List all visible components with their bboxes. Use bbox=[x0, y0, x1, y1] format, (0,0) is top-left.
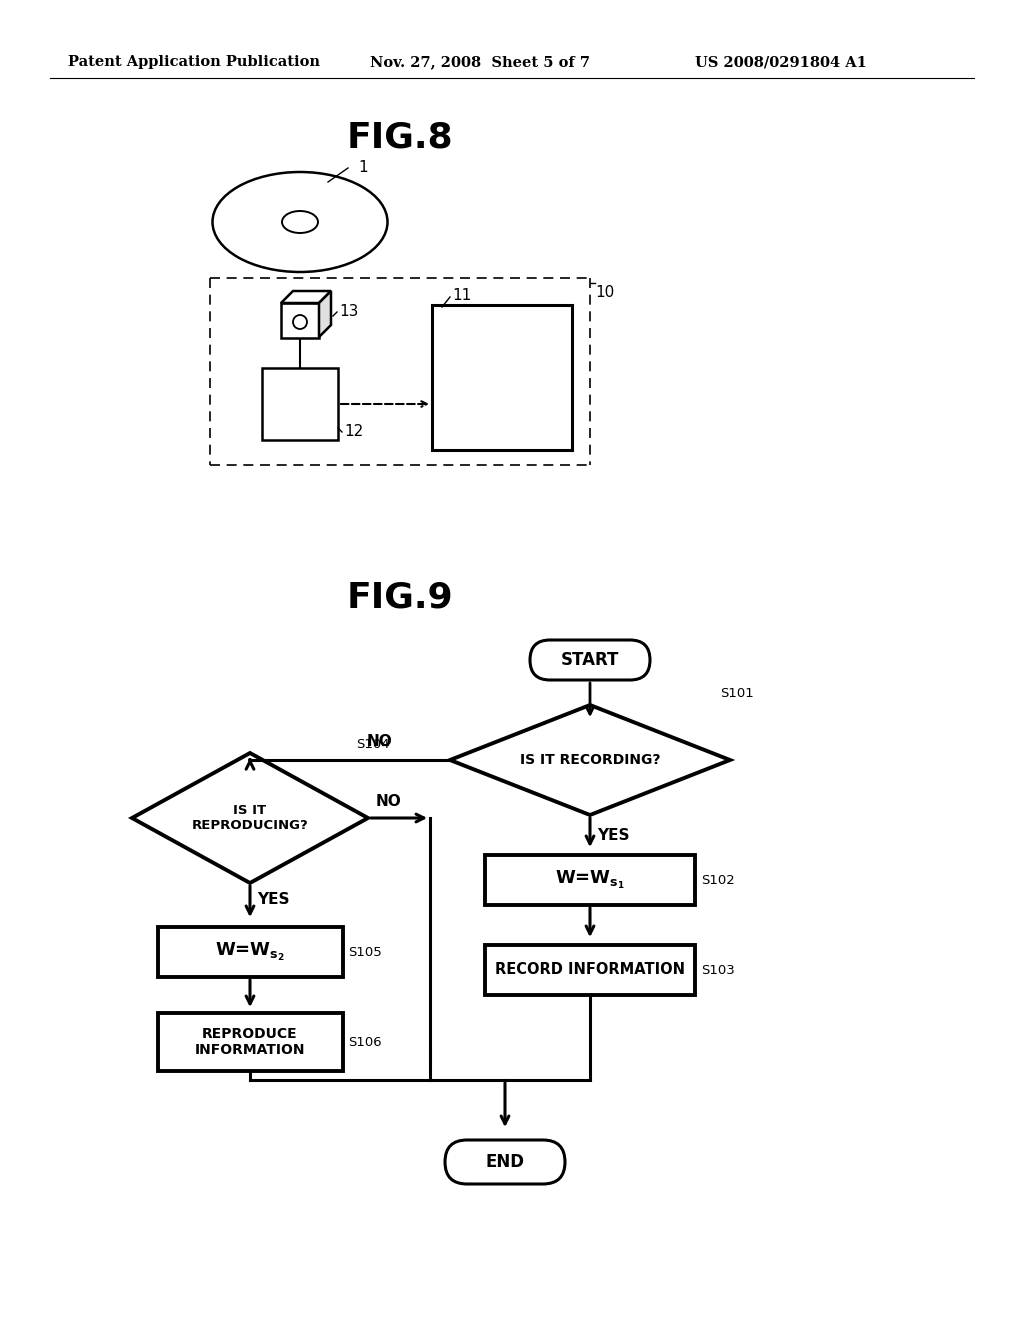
Bar bbox=[281, 304, 319, 338]
Text: S102: S102 bbox=[701, 874, 735, 887]
Text: Nov. 27, 2008  Sheet 5 of 7: Nov. 27, 2008 Sheet 5 of 7 bbox=[370, 55, 590, 69]
Bar bbox=[262, 368, 338, 440]
Text: YES: YES bbox=[257, 891, 290, 907]
Text: S101: S101 bbox=[720, 686, 754, 700]
Text: FIG.8: FIG.8 bbox=[347, 121, 454, 154]
Text: S105: S105 bbox=[348, 945, 382, 958]
Text: IS IT
REPRODUCING?: IS IT REPRODUCING? bbox=[191, 804, 308, 832]
Text: W=W$_{\mathbf{s_1}}$: W=W$_{\mathbf{s_1}}$ bbox=[555, 869, 625, 891]
Text: 13: 13 bbox=[339, 305, 358, 319]
Text: END: END bbox=[485, 1152, 524, 1171]
Text: US 2008/0291804 A1: US 2008/0291804 A1 bbox=[695, 55, 867, 69]
Text: YES: YES bbox=[597, 828, 630, 842]
Bar bbox=[432, 305, 572, 450]
Text: REPRODUCE
INFORMATION: REPRODUCE INFORMATION bbox=[195, 1027, 305, 1057]
Polygon shape bbox=[281, 290, 331, 304]
Text: 10: 10 bbox=[595, 285, 614, 300]
Text: IS IT RECORDING?: IS IT RECORDING? bbox=[520, 752, 660, 767]
Text: 12: 12 bbox=[344, 425, 364, 440]
Bar bbox=[158, 1012, 343, 1071]
Text: S104: S104 bbox=[356, 738, 389, 751]
Polygon shape bbox=[319, 290, 331, 337]
Text: W=W$_{\mathbf{s_2}}$: W=W$_{\mathbf{s_2}}$ bbox=[215, 941, 285, 964]
Text: 1: 1 bbox=[358, 161, 368, 176]
Text: NO: NO bbox=[376, 795, 401, 809]
Text: FIG.9: FIG.9 bbox=[347, 581, 454, 615]
Bar bbox=[485, 945, 695, 995]
Text: START: START bbox=[561, 651, 620, 669]
Text: Patent Application Publication: Patent Application Publication bbox=[68, 55, 319, 69]
Bar bbox=[485, 855, 695, 906]
Text: S103: S103 bbox=[701, 964, 735, 977]
Text: RECORD INFORMATION: RECORD INFORMATION bbox=[495, 962, 685, 978]
Text: S106: S106 bbox=[348, 1035, 382, 1048]
Bar bbox=[158, 927, 343, 977]
Text: NO: NO bbox=[368, 734, 393, 750]
Text: 11: 11 bbox=[452, 288, 471, 302]
